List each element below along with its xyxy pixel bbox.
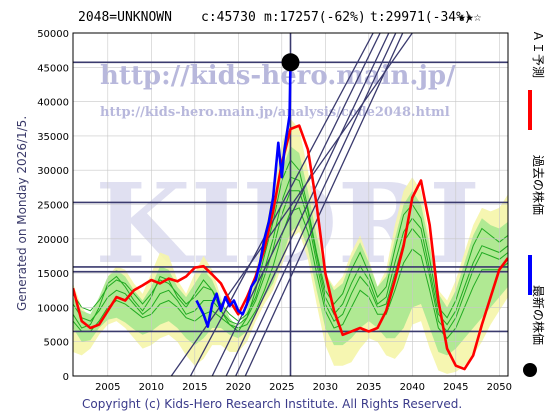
header-t-value: t:29971(-34%) [370, 10, 472, 25]
y-tick-label: 40000 [37, 98, 69, 109]
past-price-line [195, 62, 292, 328]
y-tick-label: 35000 [37, 132, 69, 143]
x-tick-label: 2050 [487, 382, 512, 393]
header-current-value: c:45730 [201, 10, 256, 25]
y-tick-label: 15000 [37, 269, 69, 280]
x-tick-label: 2010 [139, 382, 164, 393]
y-tick-label: 5000 [44, 338, 69, 349]
y-tick-label: 45000 [37, 63, 69, 74]
y-tick-label: 25000 [37, 201, 69, 212]
generated-date: Generated on Monday 2026/1/5. [15, 116, 29, 311]
copyright-footer: Copyright (c) Kids-Hero Research Institu… [82, 397, 462, 411]
header-stars: ★★☆ [458, 10, 482, 25]
x-tick-label: 2030 [313, 382, 338, 393]
trend-line-4 [244, 33, 404, 376]
x-tick-label: 2020 [226, 382, 251, 393]
x-tick-label: 2045 [443, 382, 468, 393]
y-tick-label: 20000 [37, 235, 69, 246]
x-tick-label: 2005 [95, 382, 120, 393]
trend-line-2 [225, 33, 390, 376]
latest-price-marker [281, 53, 300, 72]
x-tick-label: 2025 [269, 382, 294, 393]
y-tick-label: 0 [63, 372, 69, 383]
x-tick-label: 2040 [400, 382, 425, 393]
plot-area: KIDRIhttp://kids-hero.main.jp/http://kid… [37, 29, 512, 393]
watermark-url: http://kids-hero.main.jp/ [100, 61, 456, 91]
y-tick-label: 10000 [37, 303, 69, 314]
legend-label-1: 過去の株価 [531, 155, 546, 215]
trend-line-1 [211, 33, 381, 376]
trend-line-0 [189, 33, 374, 376]
x-tick-label: 2015 [182, 382, 207, 393]
legend-label-2: 最新の株価 [531, 285, 546, 345]
y-tick-label: 50000 [37, 29, 69, 40]
trend-line-5 [170, 33, 413, 376]
prediction-band-1 [73, 146, 508, 356]
header-m-value: m:17257(-62%) [264, 10, 366, 25]
legend-swatch-2 [523, 363, 537, 377]
y-tick-label: 30000 [37, 166, 69, 177]
plot-frame [72, 32, 509, 377]
header-code: 2048=UNKNOWN [78, 10, 172, 25]
ai-prediction-line [73, 124, 508, 371]
plot-inner: KIDRIhttp://kids-hero.main.jp/http://kid… [73, 33, 508, 376]
legend-label-0: ＡＩ予測 [531, 30, 545, 78]
x-tick-label: 2035 [356, 382, 381, 393]
watermark-url-detail: http://kids-hero.main.jp/analysis/code20… [100, 105, 450, 120]
